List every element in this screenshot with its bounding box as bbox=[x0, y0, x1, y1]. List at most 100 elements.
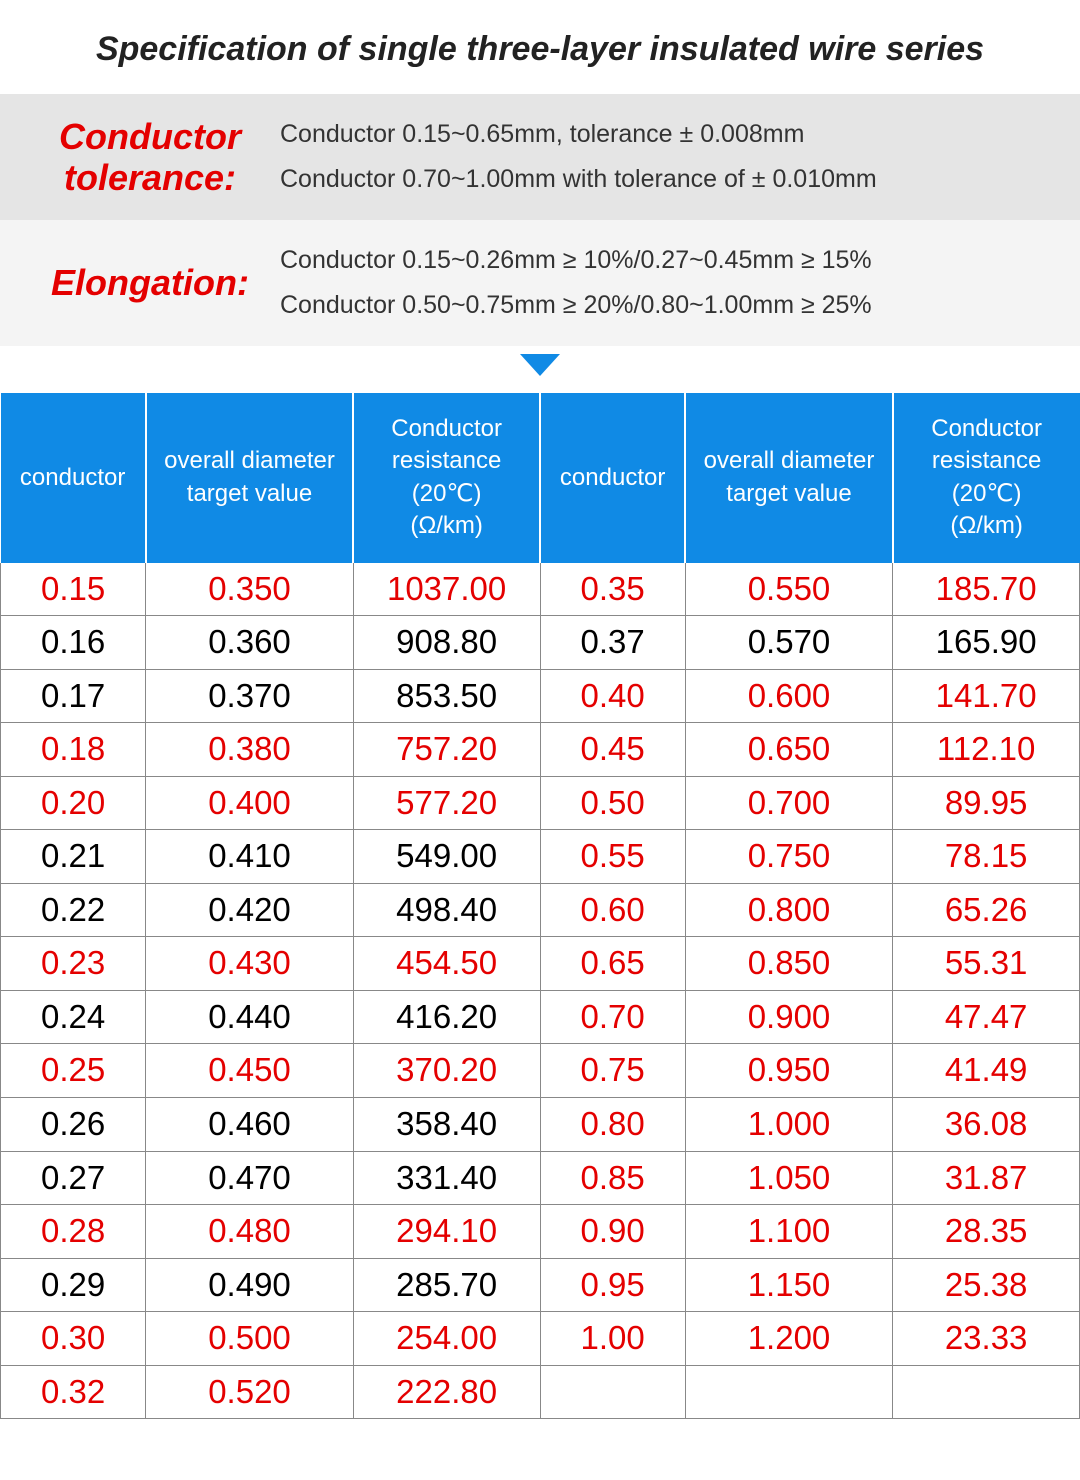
cell: 1.00 bbox=[540, 1312, 685, 1366]
cell: 0.60 bbox=[540, 883, 685, 937]
table-row: 0.180.380757.200.450.650112.10 bbox=[1, 723, 1080, 777]
cell: 41.49 bbox=[893, 1044, 1080, 1098]
cell: 0.350 bbox=[146, 563, 354, 616]
tolerance-label: Conductor tolerance: bbox=[30, 116, 270, 199]
cell: 0.40 bbox=[540, 669, 685, 723]
cell: 0.50 bbox=[540, 776, 685, 830]
cell: 577.20 bbox=[353, 776, 540, 830]
cell: 454.50 bbox=[353, 937, 540, 991]
cell: 47.47 bbox=[893, 990, 1080, 1044]
cell: 0.20 bbox=[1, 776, 146, 830]
cell: 549.00 bbox=[353, 830, 540, 884]
cell: 0.85 bbox=[540, 1151, 685, 1205]
cell: 0.29 bbox=[1, 1258, 146, 1312]
cell: 0.70 bbox=[540, 990, 685, 1044]
cell: 112.10 bbox=[893, 723, 1080, 777]
hdr-conductor-2: conductor bbox=[540, 393, 685, 563]
cell: 0.420 bbox=[146, 883, 354, 937]
cell: 0.410 bbox=[146, 830, 354, 884]
tolerance-content: Conductor 0.15~0.65mm, tolerance ± 0.008… bbox=[270, 112, 1050, 202]
table-row: 0.270.470331.400.851.05031.87 bbox=[1, 1151, 1080, 1205]
cell: 0.37 bbox=[540, 616, 685, 670]
cell: 0.28 bbox=[1, 1205, 146, 1259]
cell: 1.150 bbox=[685, 1258, 893, 1312]
table-row: 0.290.490285.700.951.15025.38 bbox=[1, 1258, 1080, 1312]
cell: 0.18 bbox=[1, 723, 146, 777]
cell: 1.100 bbox=[685, 1205, 893, 1259]
cell: 0.900 bbox=[685, 990, 893, 1044]
cell: 0.95 bbox=[540, 1258, 685, 1312]
table-row: 0.250.450370.200.750.95041.49 bbox=[1, 1044, 1080, 1098]
cell: 222.80 bbox=[353, 1365, 540, 1419]
cell: 908.80 bbox=[353, 616, 540, 670]
elongation-line2: Conductor 0.50~0.75mm ≥ 20%/0.80~1.00mm … bbox=[280, 283, 1050, 328]
cell: 0.370 bbox=[146, 669, 354, 723]
table-row: 0.160.360908.800.370.570165.90 bbox=[1, 616, 1080, 670]
cell: 78.15 bbox=[893, 830, 1080, 884]
cell: 331.40 bbox=[353, 1151, 540, 1205]
cell: 853.50 bbox=[353, 669, 540, 723]
cell: 0.25 bbox=[1, 1044, 146, 1098]
table-header-row: conductor overall diameter target value … bbox=[1, 393, 1080, 563]
cell: 416.20 bbox=[353, 990, 540, 1044]
cell: 0.650 bbox=[685, 723, 893, 777]
tolerance-box: Conductor tolerance: Conductor 0.15~0.65… bbox=[0, 94, 1080, 220]
cell: 285.70 bbox=[353, 1258, 540, 1312]
elongation-line1: Conductor 0.15~0.26mm ≥ 10%/0.27~0.45mm … bbox=[280, 238, 1050, 283]
cell: 0.45 bbox=[540, 723, 685, 777]
cell: 55.31 bbox=[893, 937, 1080, 991]
cell: 0.75 bbox=[540, 1044, 685, 1098]
table-row: 0.320.520222.80 bbox=[1, 1365, 1080, 1419]
cell: 0.470 bbox=[146, 1151, 354, 1205]
cell: 0.750 bbox=[685, 830, 893, 884]
cell: 0.550 bbox=[685, 563, 893, 616]
table-row: 0.240.440416.200.700.90047.47 bbox=[1, 990, 1080, 1044]
cell: 0.600 bbox=[685, 669, 893, 723]
cell: 0.360 bbox=[146, 616, 354, 670]
table-row: 0.200.400577.200.500.70089.95 bbox=[1, 776, 1080, 830]
table-row: 0.230.430454.500.650.85055.31 bbox=[1, 937, 1080, 991]
cell: 0.80 bbox=[540, 1098, 685, 1152]
cell: 25.38 bbox=[893, 1258, 1080, 1312]
hdr-resistance-2: Conductor resistance (20℃)(Ω/km) bbox=[893, 393, 1080, 563]
cell: 23.33 bbox=[893, 1312, 1080, 1366]
table-row: 0.170.370853.500.400.600141.70 bbox=[1, 669, 1080, 723]
cell bbox=[540, 1365, 685, 1419]
cell: 498.40 bbox=[353, 883, 540, 937]
cell: 165.90 bbox=[893, 616, 1080, 670]
arrow-down-icon bbox=[0, 346, 1080, 393]
elongation-box: Elongation: Conductor 0.15~0.26mm ≥ 10%/… bbox=[0, 220, 1080, 346]
hdr-diameter-1: overall diameter target value bbox=[146, 393, 354, 563]
cell: 1037.00 bbox=[353, 563, 540, 616]
cell: 757.20 bbox=[353, 723, 540, 777]
table-row: 0.280.480294.100.901.10028.35 bbox=[1, 1205, 1080, 1259]
cell: 0.450 bbox=[146, 1044, 354, 1098]
cell: 0.30 bbox=[1, 1312, 146, 1366]
cell: 0.65 bbox=[540, 937, 685, 991]
cell: 0.27 bbox=[1, 1151, 146, 1205]
cell: 0.850 bbox=[685, 937, 893, 991]
cell: 358.40 bbox=[353, 1098, 540, 1152]
cell: 89.95 bbox=[893, 776, 1080, 830]
cell: 0.380 bbox=[146, 723, 354, 777]
hdr-resistance-1: Conductor resistance (20℃)(Ω/km) bbox=[353, 393, 540, 563]
cell: 0.23 bbox=[1, 937, 146, 991]
elongation-label: Elongation: bbox=[30, 262, 270, 303]
table-row: 0.300.500254.001.001.20023.33 bbox=[1, 1312, 1080, 1366]
cell: 0.400 bbox=[146, 776, 354, 830]
cell: 0.480 bbox=[146, 1205, 354, 1259]
cell bbox=[893, 1365, 1080, 1419]
cell: 0.21 bbox=[1, 830, 146, 884]
cell: 0.570 bbox=[685, 616, 893, 670]
cell: 1.000 bbox=[685, 1098, 893, 1152]
table-row: 0.260.460358.400.801.00036.08 bbox=[1, 1098, 1080, 1152]
cell: 0.90 bbox=[540, 1205, 685, 1259]
spec-table: conductor overall diameter target value … bbox=[0, 393, 1080, 1419]
cell: 0.24 bbox=[1, 990, 146, 1044]
hdr-conductor-1: conductor bbox=[1, 393, 146, 563]
table-row: 0.210.410549.000.550.75078.15 bbox=[1, 830, 1080, 884]
cell: 370.20 bbox=[353, 1044, 540, 1098]
table-row: 0.220.420498.400.600.80065.26 bbox=[1, 883, 1080, 937]
cell: 185.70 bbox=[893, 563, 1080, 616]
cell: 0.26 bbox=[1, 1098, 146, 1152]
